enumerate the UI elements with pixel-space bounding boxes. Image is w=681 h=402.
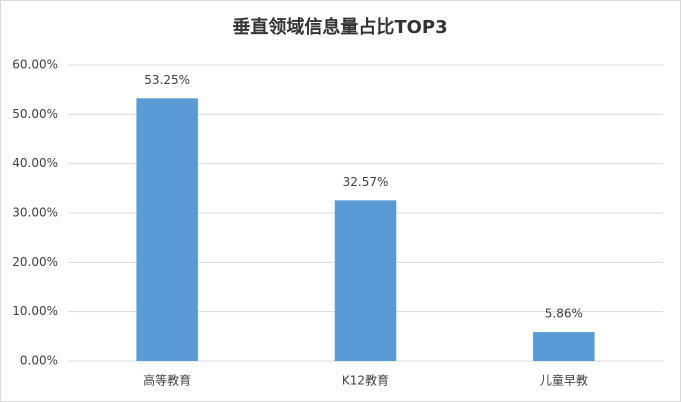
y-tick-label: 40.00% [12,156,58,170]
chart-title: 垂直领域信息量占比TOP3 [232,16,447,38]
data-label: 53.25% [144,73,190,87]
bar [533,332,595,361]
bar [136,98,198,362]
y-tick-label: 30.00% [12,206,58,220]
x-tick-label: K12教育 [342,373,389,388]
y-tick-label: 50.00% [12,107,58,121]
data-label: 32.57% [343,175,389,189]
y-tick-label: 0.00% [20,354,58,368]
y-tick-label: 20.00% [12,255,58,269]
data-label: 5.86% [545,307,583,321]
x-tick-label: 高等教育 [143,373,191,388]
y-tick-label: 10.00% [12,304,58,318]
y-tick-label: 60.00% [12,58,58,72]
bar [334,200,397,361]
x-tick-label: 儿童早教 [540,373,588,388]
